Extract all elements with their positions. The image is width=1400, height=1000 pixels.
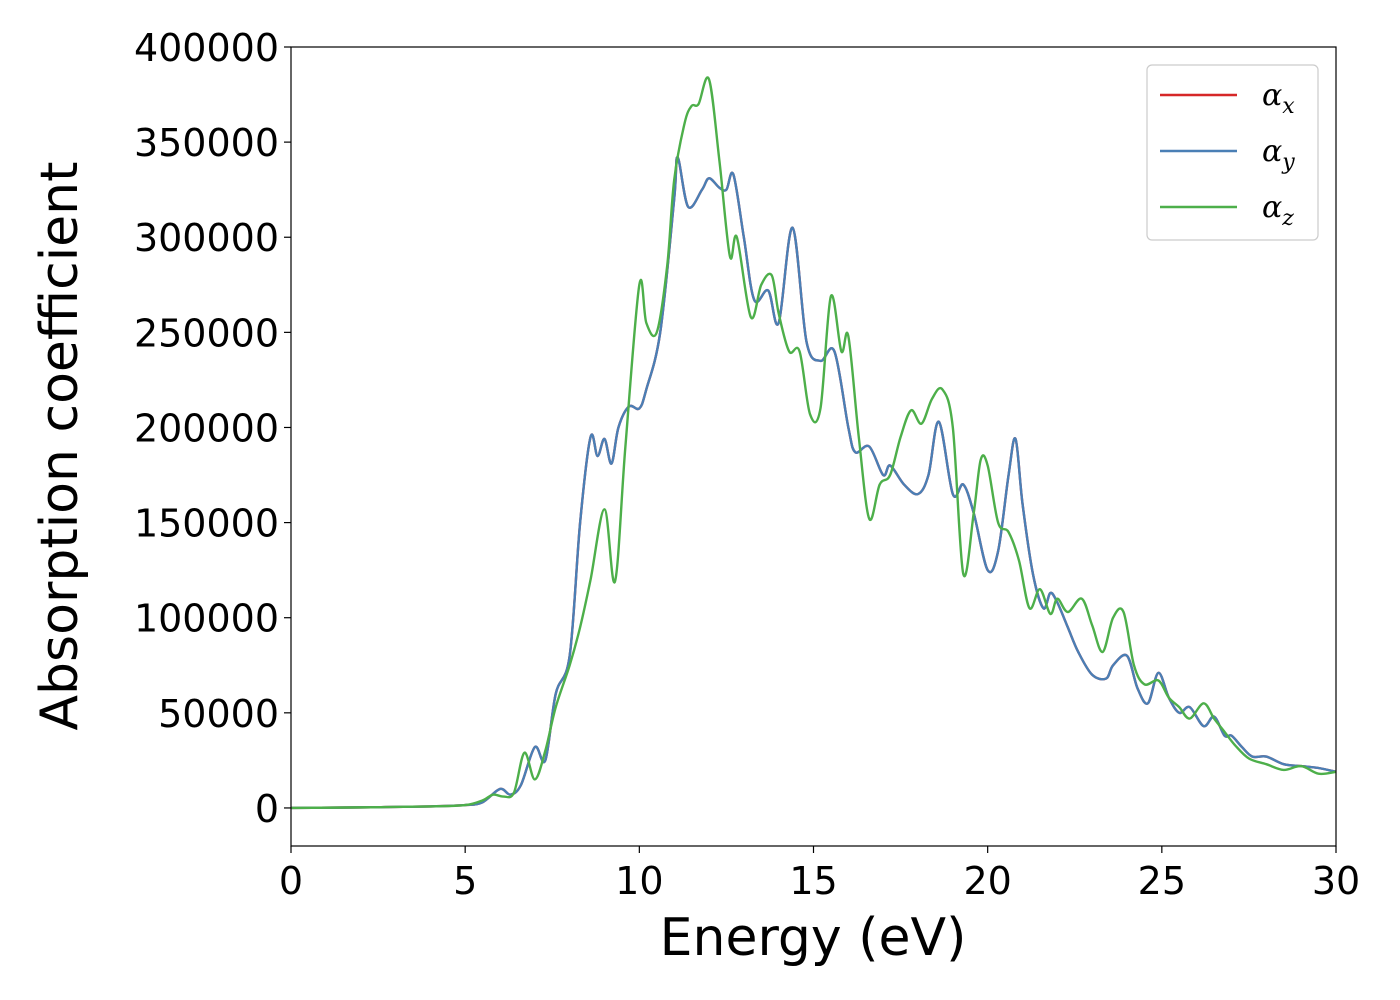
x-tick-label: 10 xyxy=(615,859,663,903)
x-tick-label: 25 xyxy=(1138,859,1186,903)
x-axis-ticks: 0 5 10 15 20 25 30 xyxy=(279,846,1360,903)
y-tick-label: 150000 xyxy=(134,502,279,546)
x-tick-label: 5 xyxy=(453,859,477,903)
y-tick-label: 350000 xyxy=(134,121,279,165)
series-line-y xyxy=(291,156,1336,810)
x-tick-label: 0 xyxy=(279,859,303,903)
series-layer xyxy=(291,76,1336,810)
y-tick-label: 100000 xyxy=(134,597,279,641)
series-line-z xyxy=(291,76,1336,810)
x-axis-title: Energy (eV) xyxy=(660,908,967,968)
y-axis-title: Absorption coefficient xyxy=(30,161,90,730)
x-tick-label: 15 xyxy=(789,859,837,903)
y-axis-ticks: 0 50000 100000 150000 200000 250000 300000 3500… xyxy=(134,26,291,831)
series-line-x xyxy=(291,156,1336,810)
x-tick-label: 30 xyxy=(1312,859,1360,903)
y-tick-label: 200000 xyxy=(134,406,279,450)
legend-box xyxy=(1146,64,1319,241)
y-tick-label: 50000 xyxy=(158,692,279,736)
x-tick-label: 20 xyxy=(963,859,1011,903)
y-tick-label: 400000 xyxy=(134,26,279,70)
y-tick-label: 250000 xyxy=(134,311,279,355)
y-tick-label: 0 xyxy=(255,787,279,831)
y-tick-label: 300000 xyxy=(134,216,279,260)
